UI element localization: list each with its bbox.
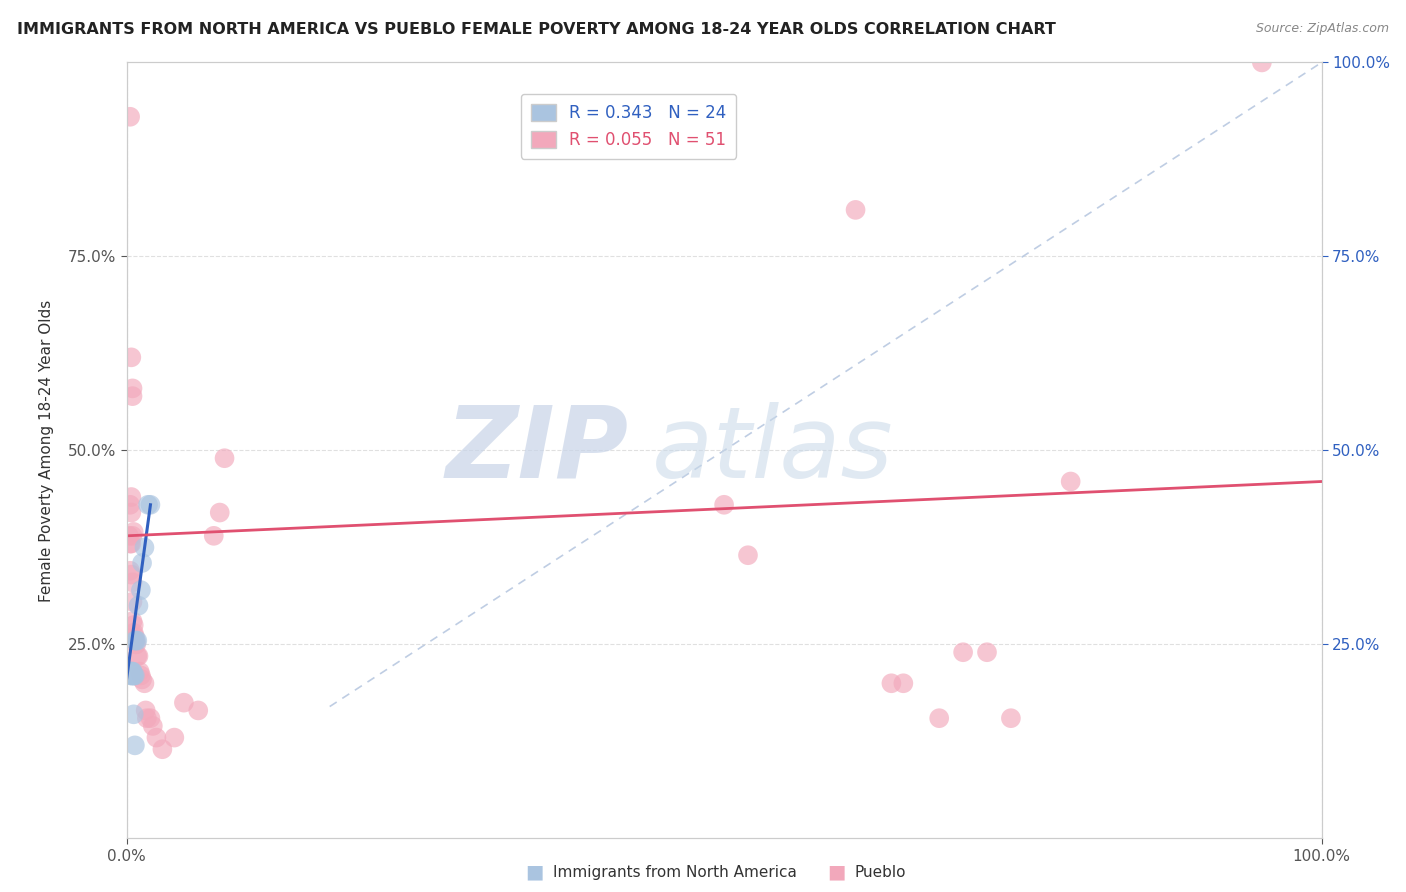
Point [120, 490, 142, 504]
Point [117, 665, 139, 679]
Point [120, 668, 142, 682]
Text: IMMIGRANTS FROM NORTH AMERICA VS PUEBLO FEMALE POVERTY AMONG 18-24 YEAR OLDS COR: IMMIGRANTS FROM NORTH AMERICA VS PUEBLO … [17, 22, 1056, 37]
Point [202, 529, 225, 543]
Point [120, 110, 142, 124]
Point [120, 498, 142, 512]
Text: Immigrants from North America: Immigrants from North America [553, 865, 796, 880]
Point [1250, 55, 1272, 70]
Point [121, 529, 143, 543]
Point [118, 665, 141, 679]
Point [928, 711, 950, 725]
Point [737, 548, 759, 562]
Point [120, 665, 142, 679]
Point [120, 665, 142, 679]
Point [127, 649, 149, 664]
Point [121, 595, 143, 609]
Point [135, 703, 157, 717]
Point [127, 649, 149, 664]
Point [713, 498, 735, 512]
Point [134, 541, 156, 555]
Text: ZIP: ZIP [446, 402, 628, 499]
Point [120, 567, 142, 582]
Point [145, 731, 167, 745]
Point [118, 529, 141, 543]
Point [127, 633, 149, 648]
Point [124, 668, 146, 682]
Point [122, 524, 145, 539]
Point [120, 665, 142, 679]
Point [124, 630, 146, 644]
Point [952, 645, 974, 659]
Text: atlas: atlas [652, 402, 894, 499]
Point [122, 668, 145, 682]
Point [173, 696, 195, 710]
Text: Pueblo: Pueblo [855, 865, 907, 880]
Point [131, 556, 153, 570]
Point [129, 583, 152, 598]
Point [122, 625, 145, 640]
Point [124, 633, 146, 648]
Point [128, 665, 150, 679]
Point [880, 676, 903, 690]
Point [121, 665, 143, 679]
Point [142, 719, 165, 733]
Point [136, 498, 159, 512]
Point [118, 665, 141, 679]
Point [129, 668, 152, 682]
Point [121, 389, 143, 403]
Point [131, 673, 153, 687]
Point [139, 498, 162, 512]
Point [976, 645, 998, 659]
Point [135, 711, 157, 725]
Point [120, 536, 142, 550]
Point [187, 703, 209, 717]
Point [150, 742, 174, 756]
Point [125, 633, 148, 648]
Text: ■: ■ [827, 863, 846, 882]
Point [120, 506, 142, 520]
Text: ■: ■ [524, 863, 544, 882]
Point [122, 618, 145, 632]
Point [120, 564, 142, 578]
Point [120, 536, 142, 550]
Point [121, 575, 143, 590]
Point [127, 599, 149, 613]
Text: Source: ZipAtlas.com: Source: ZipAtlas.com [1256, 22, 1389, 36]
Point [120, 351, 142, 365]
Point [139, 711, 162, 725]
Point [125, 637, 148, 651]
Point [124, 739, 146, 753]
Y-axis label: Female Poverty Among 18-24 Year Olds: Female Poverty Among 18-24 Year Olds [39, 300, 53, 601]
Point [121, 614, 143, 628]
Point [122, 707, 145, 722]
Legend: R = 0.343   N = 24, R = 0.055   N = 51: R = 0.343 N = 24, R = 0.055 N = 51 [520, 94, 737, 159]
Point [121, 665, 143, 679]
Point [1000, 711, 1022, 725]
Point [124, 633, 146, 648]
Point [214, 451, 236, 466]
Point [208, 506, 231, 520]
Point [122, 668, 145, 682]
Point [120, 668, 142, 682]
Point [844, 202, 866, 217]
Point [1060, 475, 1083, 489]
Point [134, 676, 156, 690]
Point [121, 381, 143, 395]
Point [163, 731, 186, 745]
Point [891, 676, 914, 690]
